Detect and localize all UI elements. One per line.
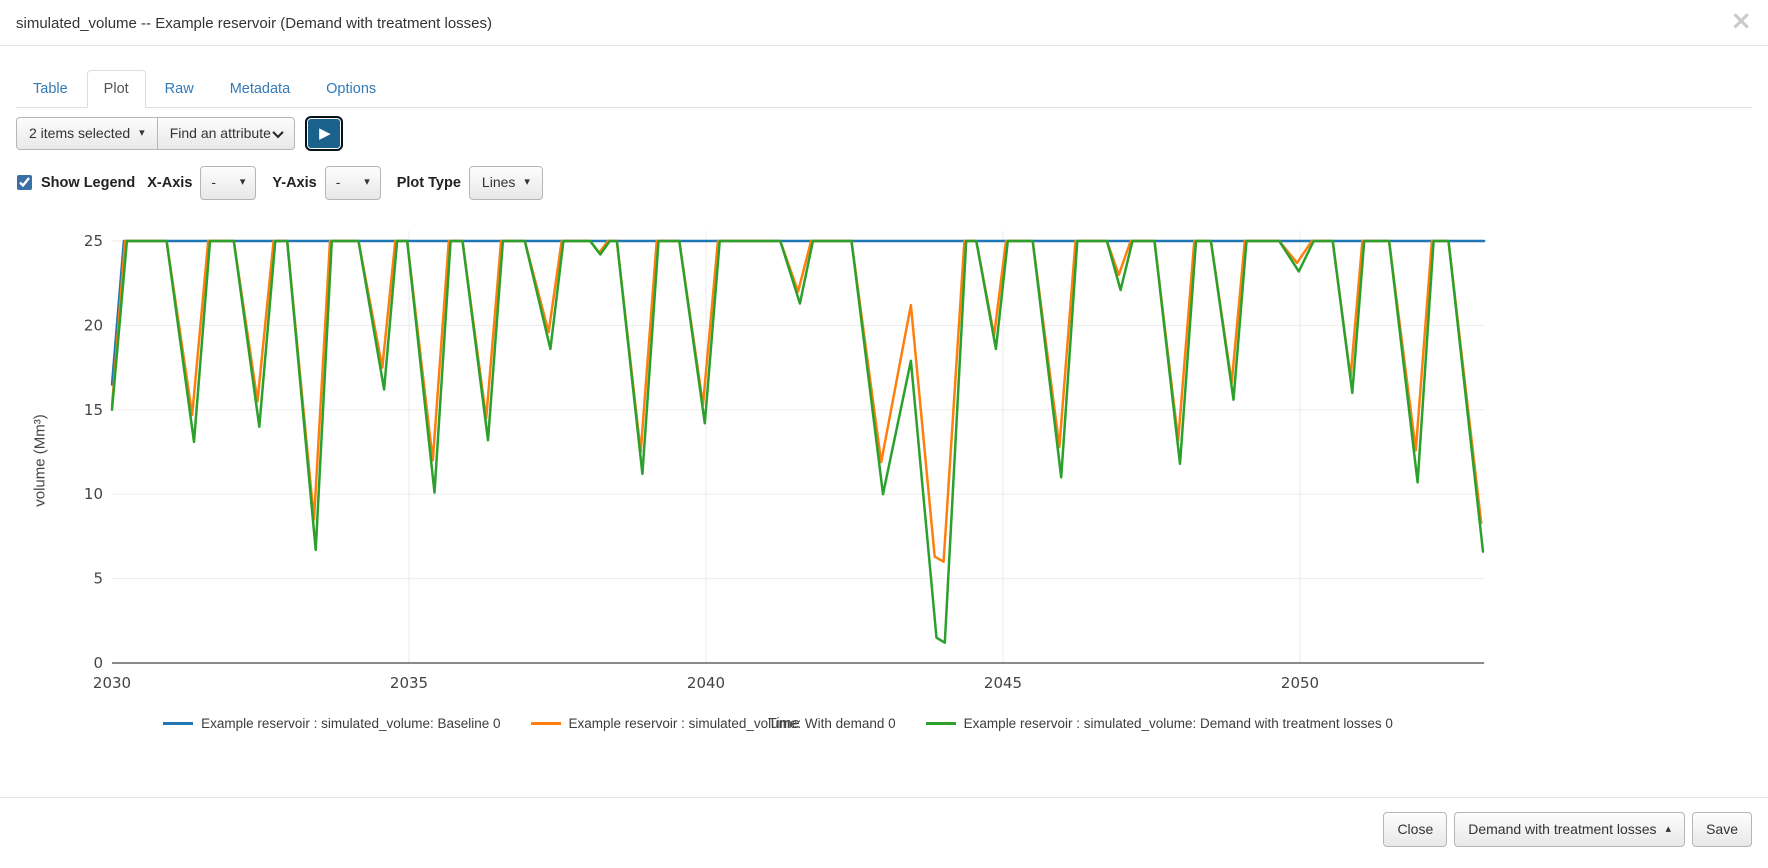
y-axis-title: volume (Mm³) xyxy=(31,413,49,507)
y-tick-label: 25 xyxy=(84,232,103,250)
x-tick-label: 2030 xyxy=(93,674,131,692)
save-button[interactable]: Save xyxy=(1692,811,1752,848)
play-icon: ▶ xyxy=(319,124,331,142)
attribute-toolbar: 2 items selected ▾ Find an attribute ▶ xyxy=(16,116,1752,151)
show-legend-checkbox[interactable] xyxy=(17,175,32,191)
chart-legend: Example reservoir : simulated_volume: Ba… xyxy=(72,716,1484,731)
modal-footer: Close Demand with treatment losses ▴ Sav… xyxy=(0,798,1768,862)
modal-header: simulated_volume -- Example reservoir (D… xyxy=(0,0,1768,45)
caret-down-icon: ▾ xyxy=(364,176,370,189)
legend-item[interactable]: Example reservoir : simulated_volume: De… xyxy=(925,715,1393,731)
footer-divider xyxy=(0,796,1768,798)
play-button[interactable]: ▶ xyxy=(304,116,343,151)
legend-swatch-icon xyxy=(925,721,956,725)
x-axis-label: X-Axis xyxy=(147,174,193,191)
x-axis-dropdown[interactable]: - ▾ xyxy=(200,166,257,200)
x-tick-label: 2050 xyxy=(1281,674,1319,692)
legend-label: Example reservoir : simulated_volume: Wi… xyxy=(568,715,896,731)
x-axis-title: Time xyxy=(768,715,800,732)
find-attribute-select[interactable]: Find an attribute xyxy=(156,116,295,151)
caret-up-icon: ▴ xyxy=(1665,822,1672,835)
plot-type-label: Plot Type xyxy=(396,174,461,191)
plot-type-dropdown[interactable]: Lines ▾ xyxy=(468,166,543,200)
y-tick-label: 20 xyxy=(84,316,103,334)
x-tick-label: 2035 xyxy=(390,674,428,692)
tab-options[interactable]: Options xyxy=(326,81,377,97)
y-axis-dropdown[interactable]: - ▾ xyxy=(324,166,381,200)
close-button[interactable]: Close xyxy=(1383,811,1448,848)
tab-metadata[interactable]: Metadata xyxy=(229,81,291,97)
caret-down-icon: ▾ xyxy=(139,126,145,139)
legend-item[interactable]: Example reservoir : simulated_volume: Wi… xyxy=(530,715,896,731)
legend-label: Example reservoir : simulated_volume: De… xyxy=(963,715,1393,731)
close-icon[interactable]: × xyxy=(1730,6,1752,36)
x-tick-label: 2040 xyxy=(687,674,725,692)
scenario-dropup-button[interactable]: Demand with treatment losses ▴ xyxy=(1454,811,1686,848)
tab-plot[interactable]: Plot xyxy=(86,70,146,108)
legend-item[interactable]: Example reservoir : simulated_volume: Ba… xyxy=(163,715,501,731)
plot-controls: Show Legend X-Axis - ▾ Y-Axis - ▾ Plot T… xyxy=(16,166,1752,200)
caret-down-icon: ▾ xyxy=(524,176,530,189)
chevron-down-icon xyxy=(272,126,284,138)
tab-raw[interactable]: Raw xyxy=(164,81,194,97)
y-tick-label: 15 xyxy=(84,400,103,418)
series-line xyxy=(110,239,1485,644)
tab-table[interactable]: Table xyxy=(33,81,68,97)
x-tick-label: 2045 xyxy=(984,674,1022,692)
header-divider xyxy=(0,45,1768,46)
y-tick-label: 0 xyxy=(93,654,103,672)
legend-swatch-icon xyxy=(530,721,561,725)
series-line xyxy=(110,239,1486,386)
tab-bar: Table Plot Raw Metadata Options xyxy=(16,70,1752,108)
modal-title: simulated_volume -- Example reservoir (D… xyxy=(16,15,493,32)
y-axis-label: Y-Axis xyxy=(272,174,317,191)
legend-swatch-icon xyxy=(163,721,194,725)
items-selected-dropdown[interactable]: 2 items selected ▾ xyxy=(16,116,158,151)
chart-container: volume (Mm³) 0 5 10 15 20 25 2030 2035 2040 2045 2… xyxy=(16,226,1752,771)
y-tick-label: 10 xyxy=(84,485,103,503)
caret-down-icon: ▾ xyxy=(239,176,246,189)
show-legend-label: Show Legend xyxy=(41,174,136,191)
legend-label: Example reservoir : simulated_volume: Ba… xyxy=(201,715,501,731)
y-tick-label: 5 xyxy=(93,569,103,587)
